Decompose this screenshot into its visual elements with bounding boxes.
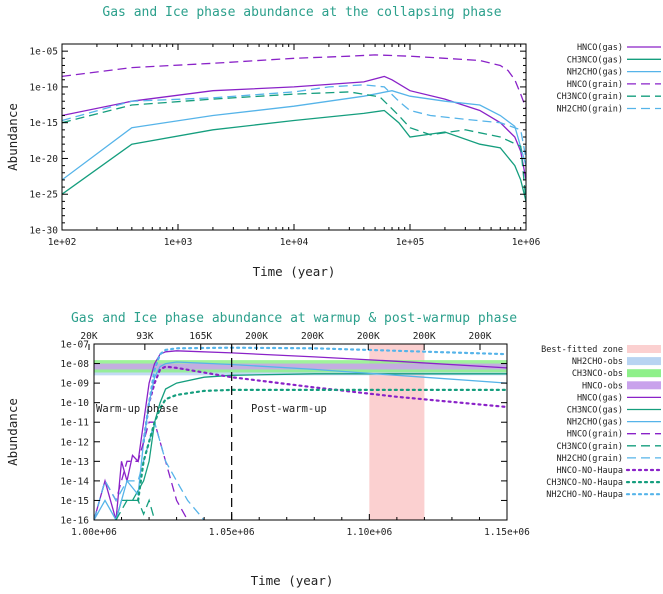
chart2-y-tick-label: 1e-08 [60, 359, 89, 370]
series-ch3nco-grain--line [115, 498, 156, 520]
chart2-legend-swatch [627, 369, 661, 378]
chart1-x-tick-labels: 1e+02 1e+03 1e+04 1e+05 1e+06 [48, 237, 541, 248]
series-ch3nco-gas--line [62, 109, 526, 202]
chart2-legend-label: Best-fitted zone [541, 345, 623, 355]
chart2-y-tick-label: 1e-16 [60, 516, 89, 527]
series-hnco-gas--line [94, 350, 507, 520]
chart2-x-tick-label: 1.10e+06 [346, 527, 392, 538]
obs-band-hnco-obs [94, 363, 507, 370]
chart2-y-tick-label: 1e-12 [60, 437, 89, 448]
series-hnco-grain--line [94, 421, 189, 520]
chart2-top-axis-label: 200K [357, 331, 380, 342]
chart1-x-tick-label: 1e+03 [164, 237, 193, 248]
chart-warmup-phase: Gas and Ice phase abundance at warmup & … [5, 311, 663, 588]
chart1-x-tick-label: 1e+02 [48, 237, 77, 248]
chart2-annotation-warmup: Warm-up phase [96, 403, 178, 415]
chart2-legend-label: NH2CHO(gas) [567, 418, 623, 428]
chart2-legend-swatch [627, 345, 661, 353]
chart1-y-tick-label: 1e-15 [29, 118, 58, 129]
chart1-plot-frame [61, 43, 527, 231]
chart2-legend-label: NH2CHO-NO-Haupa [546, 490, 623, 500]
chart1-x-tick-label: 1e+06 [512, 237, 541, 248]
chart2-x-tick-labels: 1.00e+06 1.05e+06 1.10e+06 1.15e+06 [71, 527, 530, 538]
chart1-legend-label: NH2CHO(grain) [556, 105, 623, 115]
chart2-top-axis-label: 200K [245, 331, 268, 342]
series-nh2cho-gas--line [94, 361, 507, 520]
chart1-legend-label: CH3NCO(grain) [556, 92, 623, 102]
chart2-series [94, 346, 507, 520]
chart1-axes-box [61, 43, 527, 231]
series-hnco-grain--line [62, 54, 526, 109]
chart2-y-tick-label: 1e-14 [60, 476, 89, 487]
series-nh2cho-no-haupa-line [142, 346, 507, 443]
series-nh2cho-grain--line [94, 419, 205, 520]
chart2-x-tick-label: 1.05e+06 [209, 527, 255, 538]
chart2-y-tick-label: 1e-07 [60, 340, 89, 351]
chart1-y-tick-label: 1e-25 [29, 190, 58, 201]
chart1-title: Gas and Ice phase abundance at the colla… [102, 5, 501, 20]
chart2-y-tick-label: 1e-15 [60, 496, 89, 507]
chart2-top-axis-label: 165K [189, 331, 212, 342]
chart2-top-axis-label: 93K [136, 331, 153, 342]
chart1-legend-label: CH3NCO(gas) [567, 55, 623, 65]
chart1-xlabel: Time (year) [253, 264, 336, 279]
chart2-legend-label: HNCO-obs [582, 381, 623, 391]
chart2-annotation-postwarmup: Post-warm-up [251, 403, 327, 415]
chart2-legend-label: CH3NCO-NO-Haupa [546, 478, 623, 488]
chart1-y-tick-label: 1e-30 [29, 226, 58, 237]
chart2-y-tick-labels: 1e-16 1e-15 1e-14 1e-13 1e-12 1e-11 1e-10 1e-09… [60, 340, 89, 527]
chart1-ylabel: Abundance [5, 103, 20, 171]
chart2-background-zones [94, 344, 507, 520]
chart2-top-axis-label: 200K [413, 331, 436, 342]
chart2-legend-label: NH2CHO(grain) [556, 454, 623, 464]
series-nh2cho-grain--line [62, 84, 526, 159]
series-ch3nco-grain--line [62, 91, 526, 202]
chart2-title: Gas and Ice phase abundance at warmup & … [71, 311, 517, 326]
chart2-x-tick-label: 1.00e+06 [71, 527, 117, 538]
chart1-x-tick-label: 1e+04 [280, 237, 309, 248]
chart2-y-tick-label: 1e-11 [60, 418, 89, 429]
chart1-y-tick-label: 1e-05 [29, 47, 58, 58]
chart2-legend-label: HNCO(grain) [567, 430, 623, 440]
chart1-legend: HNCO(gas) CH3NCO(gas) NH2CHO(gas) HNCO(grai… [556, 43, 661, 115]
chart2-legend-label: CH3NCO(grain) [556, 442, 623, 452]
chart2-xlabel: Time (year) [251, 573, 334, 588]
chart1-y-tick-label: 1e-10 [29, 82, 58, 93]
chart1-ticks [61, 44, 527, 231]
chart2-x-tick-label: 1.15e+06 [484, 527, 530, 538]
chart2-y-tick-label: 1e-09 [60, 379, 89, 390]
chart2-legend-swatch [627, 381, 661, 390]
chart2-y-tick-label: 1e-10 [60, 398, 89, 409]
chart1-series [62, 54, 526, 202]
chart1-x-tick-label: 1e+05 [396, 237, 425, 248]
chart-collapsing-phase: Gas and Ice phase abundance at the colla… [5, 5, 661, 279]
series-hnco-no-haupa-line [142, 365, 507, 443]
chart2-y-tick-label: 1e-13 [60, 457, 89, 468]
chart2-legend: Best-fitted zone NH2CHO-obs CH3NCO-obs HNCO… [541, 345, 663, 500]
series-hnco-gas--line [62, 75, 526, 181]
chart2-legend-label: NH2CHO-obs [572, 357, 623, 367]
chart2-top-axis-label: 20K [80, 331, 97, 342]
series-ch3nco-gas--line [115, 373, 507, 520]
chart2-legend-label: HNCO-NO-Haupa [556, 466, 623, 476]
chart2-legend-label: HNCO(gas) [577, 393, 623, 403]
series-nh2cho-gas--line [62, 90, 526, 181]
chart1-legend-label: HNCO(grain) [567, 80, 623, 90]
chart2-ticks [88, 343, 508, 521]
chart2-plot-frame [88, 343, 508, 521]
chart2-top-axis-label: 200K [469, 331, 492, 342]
chart2-axes-box [93, 343, 508, 521]
chart2-ylabel: Abundance [5, 398, 20, 466]
chart1-legend-label: HNCO(gas) [577, 43, 623, 53]
chart1-y-tick-label: 1e-20 [29, 154, 58, 165]
chart2-top-axis-label: 200K [301, 331, 324, 342]
chart2-legend-label: CH3NCO(gas) [567, 406, 623, 416]
chart1-legend-label: NH2CHO(gas) [567, 68, 623, 78]
chart1-y-tick-labels: 1e-30 1e-25 1e-20 1e-15 1e-10 1e-05 [29, 47, 58, 237]
series-ch3nco-no-haupa-line [137, 388, 507, 502]
chart2-legend-label: CH3NCO-obs [572, 369, 623, 379]
chart2-legend-swatch [627, 357, 661, 366]
chart2-top-axis-labels: 20K 93K 165K 200K 200K 200K 200K 200K [80, 331, 491, 342]
